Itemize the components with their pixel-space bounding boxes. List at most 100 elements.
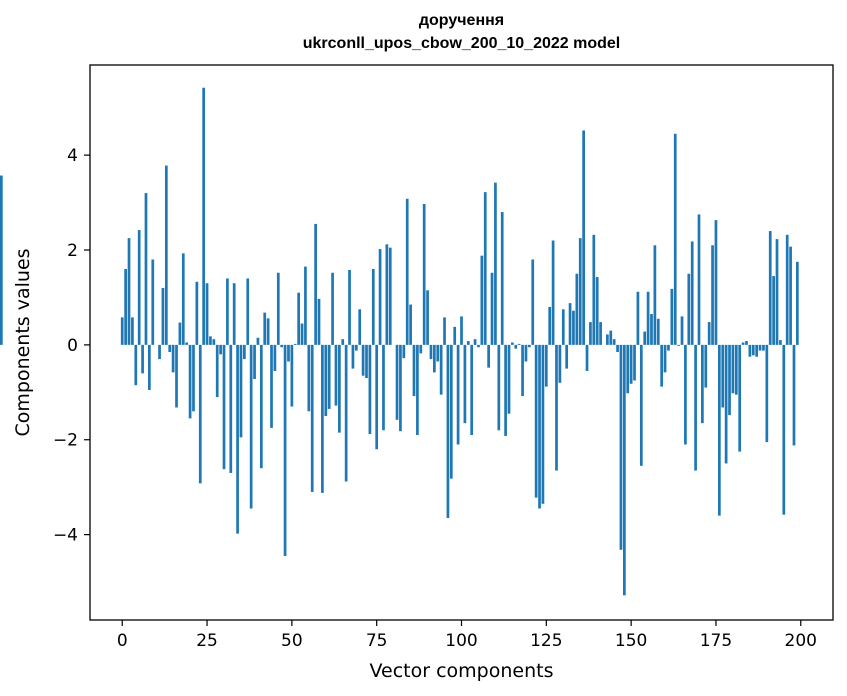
bar — [680, 316, 684, 345]
bar — [755, 344, 759, 357]
bar — [212, 339, 216, 345]
x-tick-label: 75 — [366, 631, 388, 651]
bar — [324, 344, 328, 417]
bar — [609, 330, 613, 345]
bar — [785, 234, 789, 345]
y-axis-ticks: −4 −2 0 2 4 — [53, 146, 90, 546]
bar — [419, 344, 423, 354]
bar — [511, 342, 514, 345]
bar — [599, 322, 602, 345]
bar — [229, 344, 233, 473]
bar — [528, 344, 531, 348]
bar — [622, 344, 626, 596]
bar — [283, 344, 287, 556]
bar — [276, 272, 280, 345]
bar — [565, 344, 569, 369]
bar — [456, 344, 460, 445]
bar — [751, 344, 755, 356]
bar — [334, 344, 338, 406]
bar — [127, 238, 131, 345]
bar — [728, 344, 731, 416]
bar — [779, 340, 782, 345]
bar — [616, 344, 619, 352]
bar — [687, 273, 691, 345]
bar — [466, 341, 470, 345]
chart-title-line-2: ukrconll_upos_cbow_200_10_2022 model — [302, 35, 621, 52]
bar — [701, 344, 704, 424]
bar — [198, 344, 202, 484]
bar — [772, 276, 775, 345]
bar — [402, 344, 406, 359]
bar — [507, 344, 511, 414]
bar — [375, 344, 379, 450]
bar — [789, 246, 792, 345]
bar — [399, 344, 402, 432]
bar — [144, 193, 148, 345]
bar — [646, 291, 650, 345]
bar — [639, 344, 643, 466]
bar — [412, 344, 416, 397]
bar — [487, 344, 490, 368]
bar — [561, 309, 565, 345]
bar — [521, 344, 524, 397]
bar — [219, 344, 222, 355]
x-tick-label: 150 — [615, 631, 647, 651]
bar — [524, 344, 528, 362]
bar — [717, 344, 721, 516]
bar — [351, 344, 355, 369]
bar — [168, 344, 172, 352]
bar — [124, 268, 127, 345]
bar — [745, 341, 748, 345]
bar — [626, 344, 630, 394]
bar — [585, 344, 589, 371]
bars-group — [0, 87, 799, 596]
bar — [673, 133, 677, 345]
bar — [724, 344, 728, 464]
bar — [429, 344, 433, 360]
bar — [572, 310, 575, 345]
bar — [711, 245, 714, 345]
x-tick-label: 0 — [117, 631, 128, 651]
bar — [405, 198, 409, 345]
bar — [310, 344, 314, 492]
bar — [762, 344, 765, 351]
bar — [558, 344, 562, 383]
bar — [534, 344, 538, 498]
bar — [473, 339, 477, 345]
bar — [181, 253, 185, 345]
bar — [256, 337, 260, 345]
bar — [504, 344, 507, 436]
x-tick-label: 200 — [785, 631, 817, 651]
bar — [731, 344, 735, 394]
bar — [134, 344, 138, 386]
bar — [300, 323, 304, 345]
bar — [361, 344, 365, 376]
bar — [304, 266, 307, 345]
bar — [215, 344, 219, 398]
bar — [500, 212, 504, 345]
bar — [551, 240, 555, 345]
bar — [796, 261, 799, 345]
bar — [449, 344, 453, 479]
bar — [239, 344, 243, 438]
bar — [694, 344, 697, 471]
bar — [633, 344, 636, 381]
bar — [226, 278, 229, 345]
bar — [164, 165, 168, 345]
bar — [582, 130, 585, 345]
bar — [280, 344, 284, 348]
bar — [236, 344, 239, 534]
bar — [137, 230, 141, 345]
bar — [354, 344, 358, 351]
bar — [453, 326, 457, 345]
bar — [141, 344, 144, 374]
bar — [531, 259, 535, 345]
bar — [538, 344, 541, 509]
bar — [670, 288, 674, 345]
bar — [175, 344, 178, 408]
bar — [344, 344, 348, 482]
bar — [131, 317, 134, 345]
bar — [188, 344, 192, 419]
bar — [643, 331, 647, 345]
